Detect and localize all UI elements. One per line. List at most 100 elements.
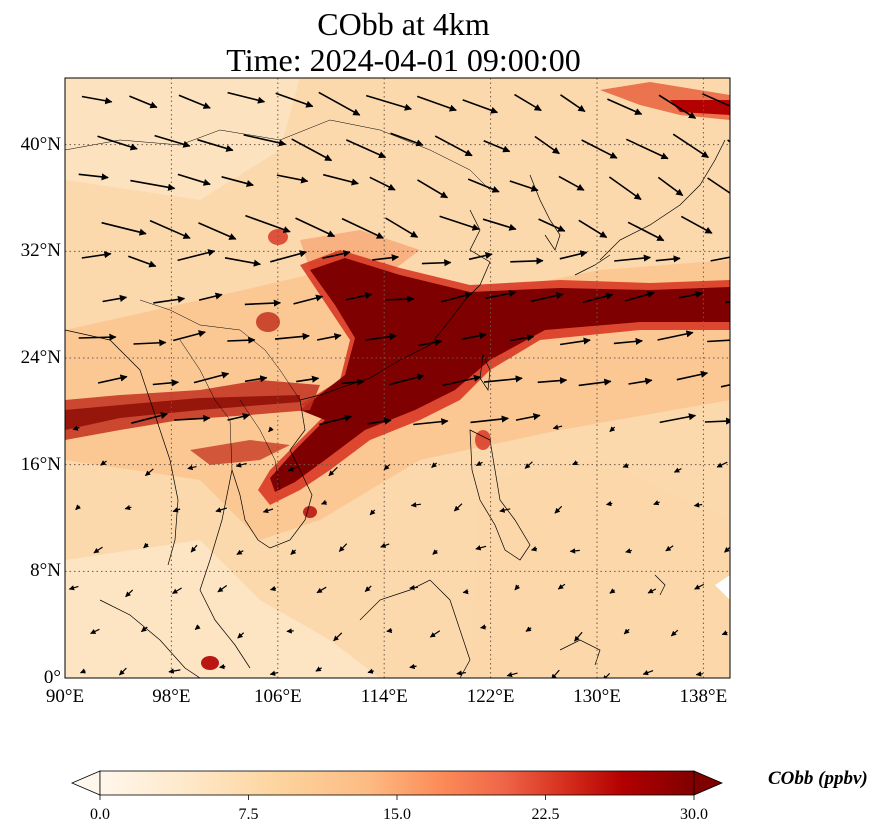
wind-arrow [245,214,291,233]
wind-arrow [149,219,191,239]
wind-arrow [602,672,611,678]
wind-arrow [177,249,216,262]
wind-arrow [625,548,632,554]
wind-arrow [552,424,563,430]
wind-arrow [198,292,223,301]
wind-arrow [152,379,180,387]
wind-arrow [367,417,392,425]
wind-arrow [385,295,415,303]
wind-arrow [131,412,168,424]
light-region [470,460,730,678]
wind-arrow [221,176,254,188]
wind-arrow [296,375,320,383]
wind-arrow [315,666,322,672]
wind-arrow [695,671,703,677]
wind-arrow [390,132,424,147]
wind-arrow [531,292,564,302]
light-region [65,78,300,200]
wind-arrow [190,544,198,553]
wind-arrow [614,254,652,262]
plume-core [270,258,730,492]
wind-arrow [679,290,704,299]
wind-arrow [380,542,390,548]
wind-arrow [506,671,518,678]
wind-arrow [177,173,211,186]
wind-arrow [417,179,449,199]
lat-tick-label: 24°N [20,347,61,368]
wind-arrow [235,462,247,468]
wind-arrow [440,291,473,303]
wind-arrow [569,548,580,554]
wind-arrow [461,332,487,340]
wind-arrow [369,509,376,516]
wind-arrow [462,588,469,595]
wind-arrow [269,670,278,676]
wind-arrow [670,629,679,637]
wind-arrow [97,135,138,151]
lat-tick-label: 8°N [30,560,61,582]
wind-arrow [318,91,361,116]
wind-arrow [538,218,566,232]
wind-arrow [672,133,710,159]
wind-arrow [456,670,466,676]
wind-arrow [418,338,443,347]
wind-arrow [118,667,127,676]
wind-arrow [727,139,730,143]
lon-tick-label: 122°E [466,686,515,707]
map-subtitle-time: Time: 2024-04-01 09:00:00 [226,42,581,78]
wind-arrow [680,215,713,234]
colorbar-tick-label: 7.5 [238,806,259,823]
wind-arrow [93,546,103,554]
wind-arrow [198,222,237,240]
wind-arrow [389,373,425,386]
wind-arrow [625,138,669,160]
wind-arrow [515,413,541,421]
wind-arrow [78,333,117,341]
wind-arrow [534,135,560,155]
wind-arrow [323,173,359,186]
wind-arrow [140,626,148,633]
wind-vectors [68,91,730,678]
wind-arrow [647,588,657,594]
wind-arrow [578,378,612,387]
wind-arrow [275,92,314,108]
wind-arrow [559,337,591,346]
wind-arrow [431,462,438,468]
wind-arrow [244,375,268,383]
wind-arrow [467,178,500,193]
wind-arrow [676,370,709,381]
wind-arrow [475,460,483,467]
wind-arrow [429,630,441,638]
wind-arrow [345,291,373,301]
graticule [65,78,730,678]
wind-arrow [290,549,297,555]
wind-arrow [287,466,298,472]
wind-arrow [581,139,618,159]
wind-arrow [386,627,393,634]
wind-arrow [559,250,588,260]
wind-arrow [322,250,351,259]
wind-arrow [609,588,616,594]
colorbar-tick-label: 22.5 [531,806,560,823]
wind-arrow [421,259,452,267]
wind-arrow [720,384,730,388]
wind-arrow [582,292,614,304]
wind-arrow [659,413,697,424]
wind-arrow [483,139,511,153]
wind-arrow [657,330,694,341]
colorbar-gradient [99,770,695,796]
wind-arrow [194,624,201,630]
wind-arrow [704,417,730,425]
wind-arrow [365,94,412,111]
wind-arrow [624,290,655,302]
wind-arrow [558,175,585,191]
wind-arrow [345,139,387,159]
wind-arrow [409,663,417,670]
wind-arrow [193,371,230,384]
wind-arrow [90,628,100,635]
wind-arrow [227,412,251,421]
wind-arrow [369,176,396,191]
wind-arrow [367,668,374,674]
wind-arrow [80,668,87,674]
